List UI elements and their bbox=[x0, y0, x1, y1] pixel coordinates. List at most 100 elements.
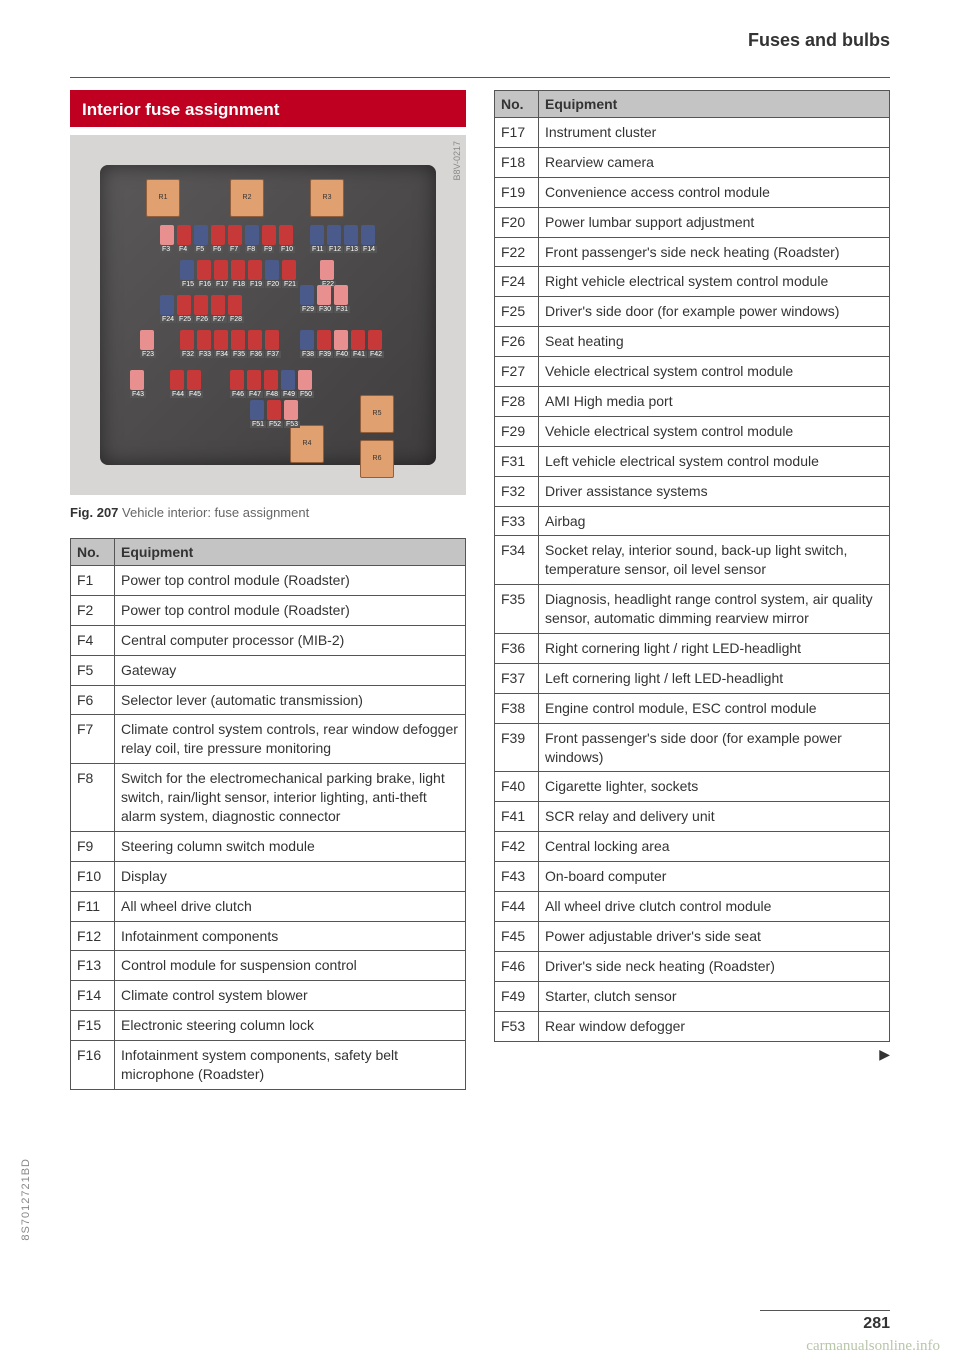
table-row: F41SCR relay and delivery unit bbox=[495, 802, 890, 832]
fuse-equipment: Climate control system blower bbox=[115, 981, 466, 1011]
fuse-f35: F35 bbox=[231, 330, 245, 350]
table-row: F14Climate control system blower bbox=[71, 981, 466, 1011]
table-row: F34Socket relay, interior sound, back-up… bbox=[495, 536, 890, 585]
fuse-equipment: Front passenger's side neck heating (Roa… bbox=[539, 237, 890, 267]
table-row: F1Power top control module (Roadster) bbox=[71, 566, 466, 596]
fuse-row: F11F12F13F14 bbox=[310, 225, 375, 245]
table-row: F16Infotainment system components, safet… bbox=[71, 1041, 466, 1090]
fuse-no: F13 bbox=[71, 951, 115, 981]
fuse-label: F10 bbox=[279, 246, 295, 253]
fuse-f11: F11 bbox=[310, 225, 324, 245]
fuse-equipment: Convenience access control module bbox=[539, 177, 890, 207]
fuse-label: F4 bbox=[177, 246, 189, 253]
fuse-no: F36 bbox=[495, 634, 539, 664]
fuse-f47: F47 bbox=[247, 370, 261, 390]
fuse-diagram: B8V-0217 R1R2R3R4R5R6F3F4F5F6F7F8F9F10F1… bbox=[70, 135, 466, 495]
fuse-equipment: Vehicle electrical system control module bbox=[539, 416, 890, 446]
table-row: F2Power top control module (Roadster) bbox=[71, 595, 466, 625]
figure-caption-text: Vehicle interior: fuse assignment bbox=[122, 505, 309, 520]
fuse-f44: F44 bbox=[170, 370, 184, 390]
fuse-label: F27 bbox=[211, 316, 227, 323]
table-row: F45Power adjustable driver's side seat bbox=[495, 921, 890, 951]
fuse-f17: F17 bbox=[214, 260, 228, 280]
relay-r5: R5 bbox=[360, 395, 394, 433]
fuse-label: F47 bbox=[247, 391, 263, 398]
fuse-no: F37 bbox=[495, 663, 539, 693]
table-row: F37Left cornering light / left LED-headl… bbox=[495, 663, 890, 693]
fuse-f19: F19 bbox=[248, 260, 262, 280]
fuse-f14: F14 bbox=[361, 225, 375, 245]
fuse-f48: F48 bbox=[264, 370, 278, 390]
fuse-label: F17 bbox=[214, 281, 230, 288]
table-row: F29Vehicle electrical system control mod… bbox=[495, 416, 890, 446]
fuse-equipment: Central computer processor (MIB-2) bbox=[115, 625, 466, 655]
fuse-f12: F12 bbox=[327, 225, 341, 245]
fuse-label: F52 bbox=[267, 421, 283, 428]
table-row: F53Rear window defogger bbox=[495, 1011, 890, 1041]
fuse-f40: F40 bbox=[334, 330, 348, 350]
fuse-equipment: Airbag bbox=[539, 506, 890, 536]
fuse-no: F24 bbox=[495, 267, 539, 297]
fuse-f4: F4 bbox=[177, 225, 191, 245]
fuse-row: F38F39F40F41F42 bbox=[300, 330, 382, 350]
fuse-f34: F34 bbox=[214, 330, 228, 350]
fuse-equipment: Climate control system controls, rear wi… bbox=[115, 715, 466, 764]
fuse-no: F53 bbox=[495, 1011, 539, 1041]
fuse-f39: F39 bbox=[317, 330, 331, 350]
relay-r6: R6 bbox=[360, 440, 394, 478]
table-row: F31Left vehicle electrical system contro… bbox=[495, 446, 890, 476]
fuse-label: F51 bbox=[250, 421, 266, 428]
fuse-f23: F23 bbox=[140, 330, 154, 350]
fuse-no: F44 bbox=[495, 892, 539, 922]
fuse-no: F40 bbox=[495, 772, 539, 802]
fuse-no: F39 bbox=[495, 723, 539, 772]
table-row: F20Power lumbar support adjustment bbox=[495, 207, 890, 237]
table-row: F27Vehicle electrical system control mod… bbox=[495, 357, 890, 387]
fuse-label: F43 bbox=[130, 391, 146, 398]
fuse-f46: F46 bbox=[230, 370, 244, 390]
fuse-equipment: AMI High media port bbox=[539, 387, 890, 417]
fuse-row: F3F4F5F6F7F8F9F10 bbox=[160, 225, 293, 245]
table-row: F26Seat heating bbox=[495, 327, 890, 357]
fuse-f8: F8 bbox=[245, 225, 259, 245]
fuse-label: F39 bbox=[317, 351, 333, 358]
fuse-equipment: Central locking area bbox=[539, 832, 890, 862]
fuse-no: F2 bbox=[71, 595, 115, 625]
fuse-label: F44 bbox=[170, 391, 186, 398]
fuse-f31: F31 bbox=[334, 285, 348, 305]
fuse-no: F20 bbox=[495, 207, 539, 237]
fuse-equipment: Steering column switch module bbox=[115, 831, 466, 861]
fuse-no: F46 bbox=[495, 951, 539, 981]
fuse-f27: F27 bbox=[211, 295, 225, 315]
fuse-no: F25 bbox=[495, 297, 539, 327]
fuse-no: F41 bbox=[495, 802, 539, 832]
table-row: F39Front passenger's side door (for exam… bbox=[495, 723, 890, 772]
fuse-equipment: Infotainment components bbox=[115, 921, 466, 951]
fuse-f3: F3 bbox=[160, 225, 174, 245]
fuse-label: F36 bbox=[248, 351, 264, 358]
fuse-no: F19 bbox=[495, 177, 539, 207]
page-number: 281 bbox=[863, 1315, 890, 1333]
fuse-label: F7 bbox=[228, 246, 240, 253]
table-row: F46Driver's side neck heating (Roadster) bbox=[495, 951, 890, 981]
fuse-no: F34 bbox=[495, 536, 539, 585]
fuse-equipment: Power top control module (Roadster) bbox=[115, 566, 466, 596]
table-row: F9Steering column switch module bbox=[71, 831, 466, 861]
table-row: F12Infotainment components bbox=[71, 921, 466, 951]
table-row: F42Central locking area bbox=[495, 832, 890, 862]
table-row: F33Airbag bbox=[495, 506, 890, 536]
col-header-no: No. bbox=[495, 91, 539, 118]
fuse-equipment: Display bbox=[115, 861, 466, 891]
table-row: F13Control module for suspension control bbox=[71, 951, 466, 981]
fuse-no: F6 bbox=[71, 685, 115, 715]
fuse-label: F48 bbox=[264, 391, 280, 398]
table-row: F36Right cornering light / right LED-hea… bbox=[495, 634, 890, 664]
fuse-equipment: Seat heating bbox=[539, 327, 890, 357]
fuse-label: F31 bbox=[334, 306, 350, 313]
fuse-equipment: Driver's side door (for example power wi… bbox=[539, 297, 890, 327]
fuse-f52: F52 bbox=[267, 400, 281, 420]
fuse-f30: F30 bbox=[317, 285, 331, 305]
fuse-no: F17 bbox=[495, 118, 539, 148]
fuse-equipment: Vehicle electrical system control module bbox=[539, 357, 890, 387]
fuse-row: F51F52F53 bbox=[250, 400, 298, 420]
